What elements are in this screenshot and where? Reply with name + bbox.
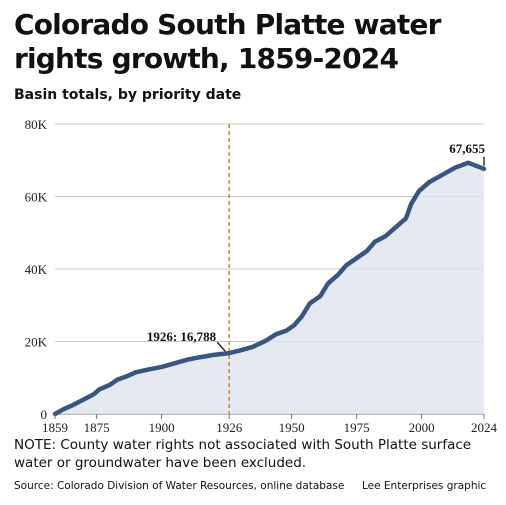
y-tick-label-0: 0	[41, 407, 48, 422]
y-tick-label-40K: 40K	[25, 262, 48, 277]
y-tick-label-20K: 20K	[25, 335, 48, 350]
x-tick-label-1926: 1926	[216, 420, 243, 435]
x-tick-label-1875: 1875	[84, 420, 110, 435]
chart-title: Colorado South Platte water rights growt…	[14, 8, 441, 75]
chart-subtitle: Basin totals, by priority date	[14, 87, 242, 103]
x-tick-label-2024: 2024	[471, 420, 498, 435]
marker-leader	[216, 341, 226, 352]
note-text: NOTE: County water rights not associated…	[14, 437, 472, 471]
y-axis-ticks: 0 20K 40K 60K 80K	[25, 117, 48, 422]
source-text: Source: Colorado Division of Water Resou…	[14, 480, 345, 492]
x-tick-label-1950: 1950	[279, 420, 305, 435]
y-tick-label-80K: 80K	[25, 117, 48, 132]
x-tick-label-1859: 1859	[42, 420, 68, 435]
x-axis-ticks: 1859 1875 1900 1926 1950 1975 2000 2024	[42, 414, 498, 435]
x-tick-label-1975: 1975	[344, 420, 370, 435]
area-fill	[55, 162, 484, 414]
x-tick-label-2000: 2000	[409, 420, 435, 435]
annotations: 1926: 16,788 67,655	[147, 141, 486, 352]
x-tick-label-1900: 1900	[149, 420, 175, 435]
chart-svg: 0 20K 40K 60K 80K 1859 1875 1900 1926 1950 1975 20…	[25, 117, 498, 435]
credit-text: Lee Enterprises graphic	[362, 480, 487, 492]
end-label: 67,655	[449, 141, 485, 156]
y-tick-label-60K: 60K	[25, 190, 48, 205]
marker-label: 1926: 16,788	[147, 329, 217, 344]
series-line	[52, 160, 487, 417]
